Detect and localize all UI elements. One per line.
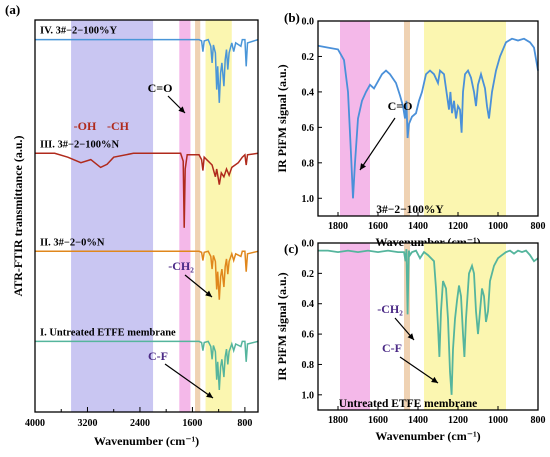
y-tick-label: 0.2 bbox=[302, 52, 315, 63]
series-line-2 bbox=[35, 250, 259, 300]
series-line-1 bbox=[35, 340, 259, 390]
series-label-1: I. Untreated ETFE membrane bbox=[40, 327, 176, 338]
x-tick-label: 1200 bbox=[448, 415, 468, 426]
plot-frame bbox=[34, 19, 259, 413]
y-tick-label: 1.0 bbox=[302, 194, 315, 205]
x-axis-label: Wavenumber (cm⁻¹) bbox=[94, 434, 199, 448]
x-tick-label: 1400 bbox=[408, 415, 428, 426]
x-tick-label: 1200 bbox=[448, 221, 468, 232]
x-tick-label: 1400 bbox=[408, 221, 428, 232]
panel-letter: (a) bbox=[5, 2, 20, 17]
series-label-2: II. 3#−2−0%N bbox=[40, 237, 105, 248]
annotation-cf: C-F bbox=[148, 349, 168, 363]
y-tick-label: 0.4 bbox=[302, 87, 315, 98]
y-tick-label: 0.8 bbox=[302, 158, 315, 169]
y-tick-label: 0.6 bbox=[302, 123, 315, 134]
plot-frame bbox=[317, 20, 539, 217]
band-0 bbox=[71, 20, 154, 412]
y-tick-label: 0.4 bbox=[302, 299, 315, 310]
band-2 bbox=[424, 21, 506, 216]
x-tick-label: 800 bbox=[237, 418, 252, 429]
band-0 bbox=[340, 243, 370, 410]
x-tick-label: 800 bbox=[531, 415, 546, 426]
annotation-co: C=O bbox=[388, 99, 413, 113]
annotation-cf-arrow-shaft bbox=[164, 363, 214, 399]
x-tick-label: 4000 bbox=[25, 418, 45, 429]
panel-b-pifm-chart: 1800 1600 1400 1200 1000 800 0.0 0.2 0.4 0.6 0.8 1.… bbox=[275, 10, 546, 249]
y-tick-label: 0.6 bbox=[302, 330, 315, 341]
annotation-co: C=O bbox=[148, 81, 173, 95]
panel-b-sample-title: 3#−2−100%Y bbox=[376, 204, 444, 216]
annotation-co-arrow-head bbox=[360, 163, 367, 170]
x-tick-label: 1800 bbox=[328, 221, 348, 232]
x-tick-label: 800 bbox=[531, 221, 546, 232]
panel-letter: (b) bbox=[284, 10, 300, 25]
y-tick-label: 0.8 bbox=[302, 360, 315, 371]
x-tick-label: 2400 bbox=[130, 418, 150, 429]
panel-c-sample-title: Untreated ETFE membrane bbox=[339, 398, 477, 410]
annotation-ch: -CH bbox=[107, 119, 130, 133]
annotation-ch2: -CH₂ bbox=[377, 302, 403, 316]
y-tick-label: 0.2 bbox=[302, 269, 315, 280]
x-tick-label: 1600 bbox=[182, 418, 202, 429]
annotation-cf-arrow-head bbox=[431, 376, 438, 383]
y-axis-label: ATR-FTIR transmittance (a.u.) bbox=[11, 135, 25, 296]
band-1 bbox=[404, 243, 410, 410]
annotation-co-arrow-head bbox=[178, 106, 185, 113]
panel-a-ftir-chart: I. Untreated ETFE membrane II. 3#−2−0%N II… bbox=[5, 2, 259, 448]
annotation-cf: C-F bbox=[382, 341, 402, 355]
annotation-cf-arrow-head bbox=[206, 391, 213, 398]
band-0 bbox=[340, 21, 370, 216]
annotation-cf-arrow-shaft bbox=[399, 356, 439, 384]
panel-c-pifm-chart: 1800 1600 1400 1200 1000 800 0.0 0.2 0.4 0.6 0.8 1.… bbox=[275, 239, 546, 444]
y-tick-label: 1.0 bbox=[302, 390, 315, 401]
x-tick-label: 3200 bbox=[77, 418, 97, 429]
series-line-4 bbox=[35, 38, 259, 103]
annotation-ch2-arrow-head bbox=[205, 290, 212, 297]
spectrum-line bbox=[317, 37, 539, 199]
band-2 bbox=[195, 20, 201, 412]
x-tick-label: 1600 bbox=[368, 221, 388, 232]
x-tick-label: 1600 bbox=[368, 415, 388, 426]
y-axis-label: IR PiFM signal (a.u.) bbox=[275, 64, 289, 172]
panel-letter: (c) bbox=[284, 241, 298, 256]
plot-frame bbox=[317, 242, 539, 411]
y-tick-label: 0.0 bbox=[302, 239, 315, 250]
x-tick-label: 1800 bbox=[328, 415, 348, 426]
x-axis-label: Wavenumber (cm⁻¹) bbox=[375, 429, 480, 443]
series-label-4: IV. 3#−2−100%Y bbox=[40, 26, 118, 37]
annotation-ch2-arrow-head bbox=[407, 333, 414, 340]
annotation-ch2: -CH₂ bbox=[168, 259, 194, 273]
x-tick-label: 1000 bbox=[488, 415, 508, 426]
series-line-3 bbox=[35, 152, 259, 228]
series-label-3: III. 3#−2−100%N bbox=[40, 139, 119, 150]
annotation-co-arrow-shaft bbox=[359, 117, 396, 171]
annotation-oh: -OH bbox=[74, 119, 97, 133]
y-axis-label: IR PiFM signal (a.u.) bbox=[275, 272, 289, 380]
spectrum-line bbox=[318, 249, 539, 395]
y-tick-label: 0.0 bbox=[302, 17, 315, 28]
x-tick-label: 1000 bbox=[488, 221, 508, 232]
